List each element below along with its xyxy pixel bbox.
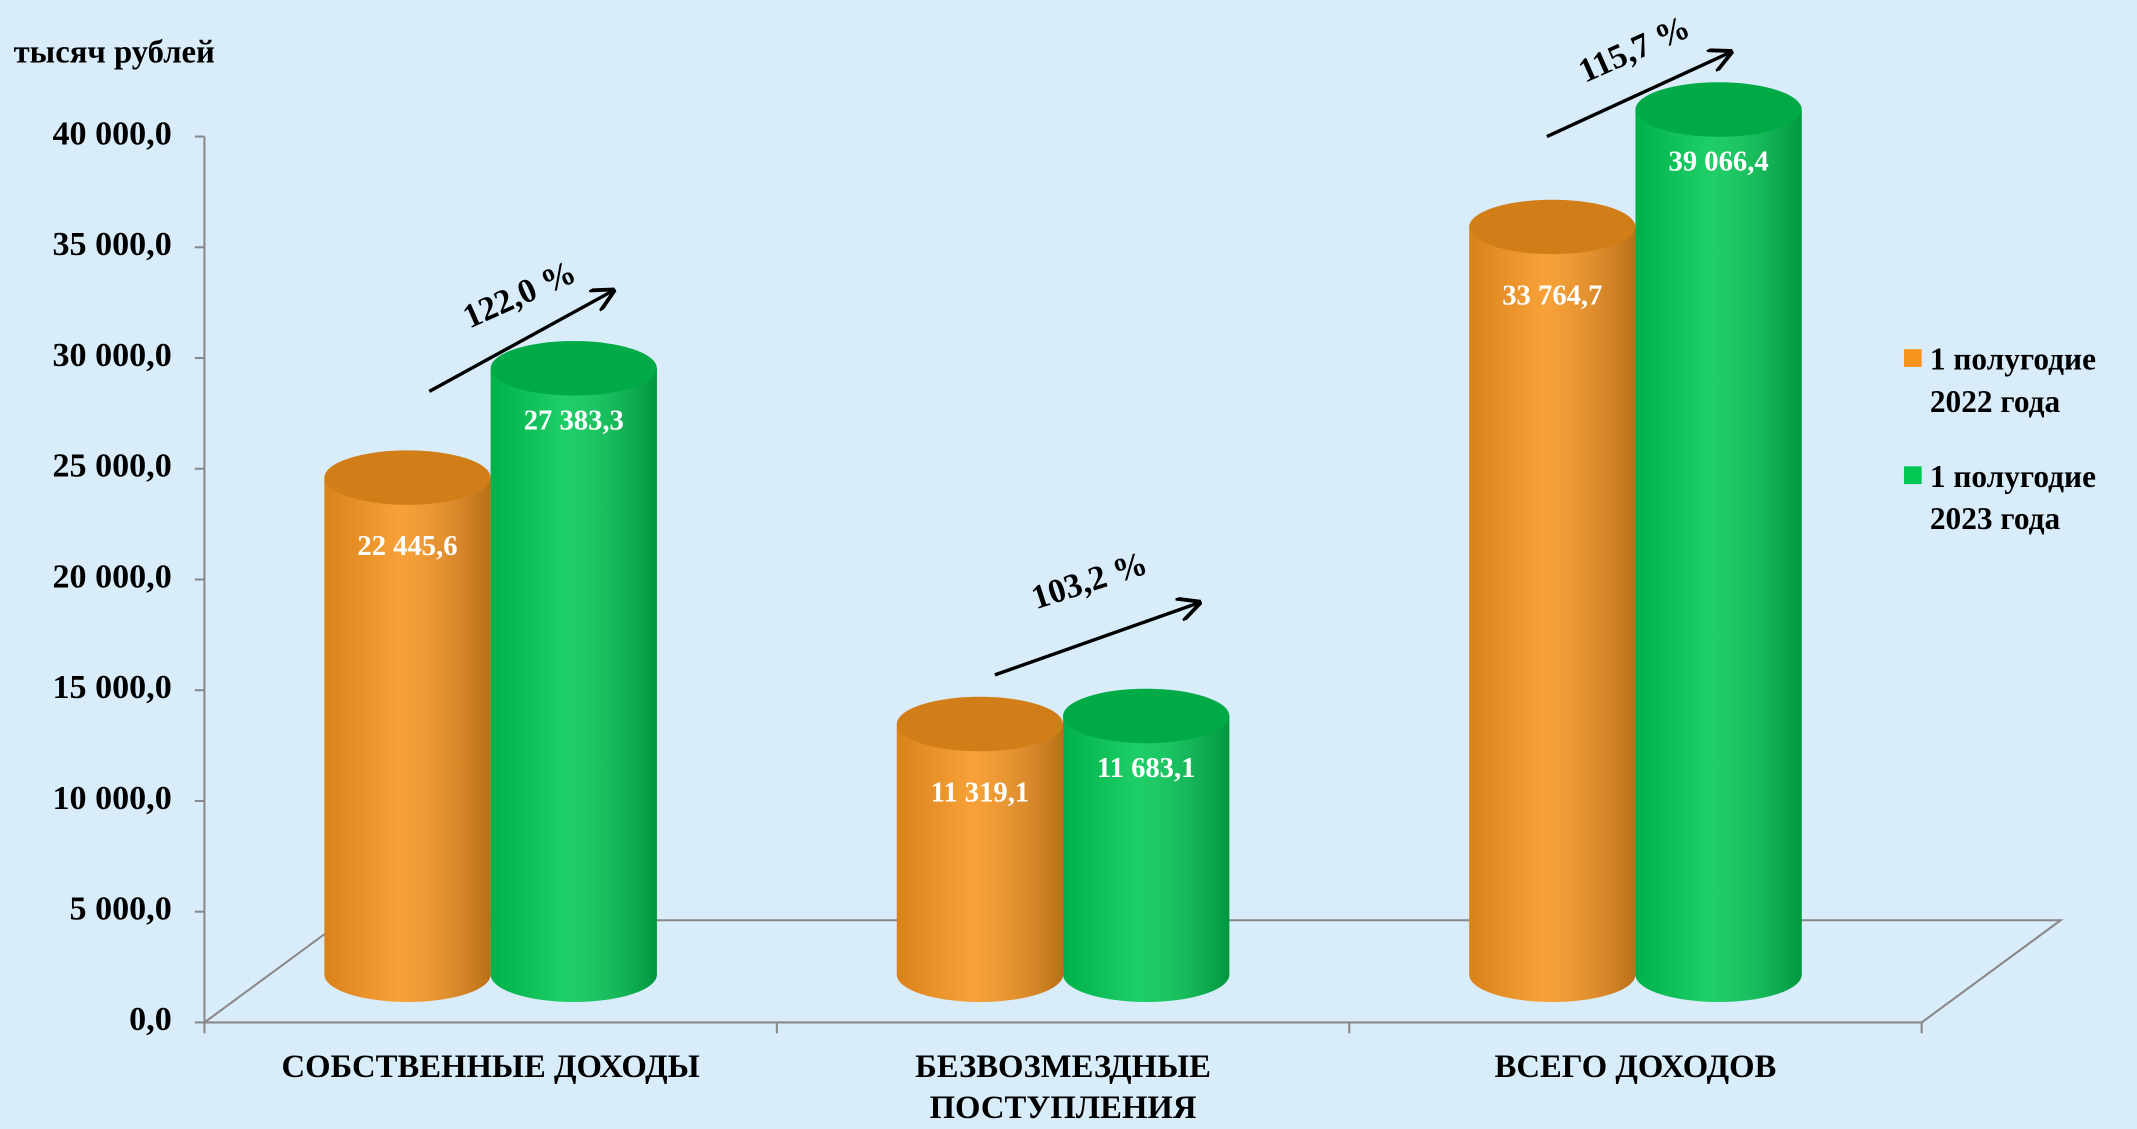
bar-top [1635,82,1802,137]
annotation-arrow [994,603,1199,677]
bar-shade [490,368,657,1002]
y-tick-label: 10 000,0 [53,780,172,817]
legend-label: 1 полугодие 2023 года [1929,459,2097,536]
bar-shade [896,724,1064,1002]
bar-top [896,696,1064,752]
bar-shade [324,477,491,1002]
bar [1635,82,1802,1002]
bar-top [1469,199,1636,255]
x-tick-label: БЕЗВОЗМЕЗДНЫЕ ПОСТУПЛЕНИЯ [915,1049,1211,1127]
y-tick-label: 20 000,0 [53,558,172,595]
value-label: 27 383,3 [524,404,624,436]
annotation-arrow [1546,52,1731,139]
value-label: 11 683,1 [1097,752,1196,784]
y-tick-label: 5 000,0 [70,891,172,928]
y-tick-label: 30 000,0 [53,337,172,374]
bar-top [1063,688,1230,744]
value-label: 11 319,1 [931,776,1030,808]
bar-top [324,450,491,505]
bar-top-shade [1469,199,1636,255]
legend-swatch [1903,466,1922,485]
x-tick-label-box: СОБСТВЕННЫЕ ДОХОДЫ [281,1049,700,1086]
value-label: 39 066,4 [1669,146,1769,178]
bar-top-shade [1063,688,1230,744]
value-label: 33 764,7 [1502,279,1602,311]
y-tick-label: 25 000,0 [53,448,172,485]
bar [324,450,491,1002]
value-label: 22 445,6 [357,530,457,562]
bar [1469,199,1636,1002]
bar-top-shade [490,341,657,396]
x-tick-label-box: БЕЗВОЗМЕЗДНЫЕ ПОСТУПЛЕНИЯ [915,1049,1211,1127]
legend-label: 1 полугодие 2022 года [1929,342,2097,419]
bar-shade [1063,715,1230,1002]
bar-shade [1469,226,1636,1002]
y-tick-label: 0,0 [129,1001,172,1038]
bar-top-shade [1635,82,1802,137]
legend-label-box: 1 полугодие 2023 года [1929,459,2097,536]
y-tick-label: 40 000,0 [53,115,172,152]
annotation-arrow [428,291,613,393]
bar-shade [1635,109,1802,1002]
bar-top-shade [324,450,491,505]
bar [896,696,1064,1002]
bar-top-shade [896,696,1064,752]
legend-swatch [1903,349,1922,367]
legend-label-box: 1 полугодие 2022 года [1929,342,2097,419]
x-tick-label: ВСЕГО ДОХОДОВ [1494,1049,1777,1086]
x-tick-label-box: ВСЕГО ДОХОДОВ [1494,1049,1777,1086]
y-tick-label: 15 000,0 [53,669,172,706]
bar-top [490,341,657,396]
bar [1063,688,1230,1002]
y-axis-label: тысяч рублей [14,34,215,70]
y-tick-label: 35 000,0 [53,226,172,263]
x-tick-label: СОБСТВЕННЫЕ ДОХОДЫ [281,1049,700,1086]
bar [490,341,657,1002]
